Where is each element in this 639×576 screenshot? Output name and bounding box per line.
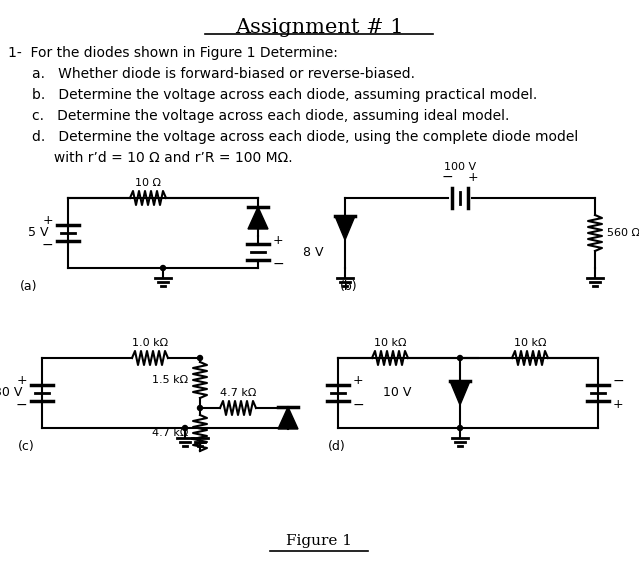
Text: −: − [441, 170, 453, 184]
Circle shape [197, 406, 203, 411]
Polygon shape [450, 381, 470, 405]
Text: 1.5 kΩ: 1.5 kΩ [152, 375, 188, 385]
Text: d.   Determine the voltage across each diode, using the complete diode model: d. Determine the voltage across each dio… [32, 130, 578, 144]
Text: −: − [613, 374, 625, 388]
Text: 1-  For the diodes shown in Figure 1 Determine:: 1- For the diodes shown in Figure 1 Dete… [8, 46, 338, 60]
Text: −: − [15, 398, 27, 412]
Text: 10 Ω: 10 Ω [135, 178, 161, 188]
Circle shape [160, 266, 166, 271]
Text: +: + [17, 374, 27, 388]
Text: b.   Determine the voltage across each diode, assuming practical model.: b. Determine the voltage across each dio… [32, 88, 537, 102]
Circle shape [458, 426, 463, 430]
Text: (a): (a) [20, 280, 38, 293]
Text: +: + [468, 171, 479, 184]
Text: a.   Whether diode is forward-biased or reverse-biased.: a. Whether diode is forward-biased or re… [32, 67, 415, 81]
Text: −: − [273, 257, 284, 271]
Text: 4.7 kΩ: 4.7 kΩ [220, 388, 256, 398]
Text: 100 V: 100 V [444, 162, 476, 172]
Text: +: + [613, 399, 624, 411]
Text: 4.7 kΩ: 4.7 kΩ [151, 428, 188, 438]
Polygon shape [335, 216, 355, 240]
Text: 8 V: 8 V [303, 245, 323, 259]
Text: −: − [353, 398, 365, 412]
Text: (d): (d) [328, 440, 346, 453]
Text: 560 Ω: 560 Ω [607, 228, 639, 238]
Text: −: − [42, 238, 53, 252]
Text: 5 V: 5 V [27, 226, 48, 240]
Text: 30 V: 30 V [0, 386, 22, 400]
Text: (c): (c) [18, 440, 35, 453]
Circle shape [183, 426, 187, 430]
Text: 10 kΩ: 10 kΩ [514, 338, 546, 348]
Text: +: + [353, 374, 364, 388]
Circle shape [458, 355, 463, 361]
Text: Figure 1: Figure 1 [286, 534, 352, 548]
Text: 1.0 kΩ: 1.0 kΩ [132, 338, 168, 348]
Polygon shape [278, 407, 298, 429]
Text: (b): (b) [340, 280, 358, 293]
Polygon shape [248, 207, 268, 229]
Circle shape [197, 355, 203, 361]
Text: Assignment # 1: Assignment # 1 [235, 18, 403, 37]
Text: c.   Determine the voltage across each diode, assuming ideal model.: c. Determine the voltage across each dio… [32, 109, 509, 123]
Text: with rʼd = 10 Ω and rʼR = 100 MΩ.: with rʼd = 10 Ω and rʼR = 100 MΩ. [32, 151, 293, 165]
Text: +: + [42, 214, 53, 228]
Text: 10 V: 10 V [383, 386, 412, 400]
Text: +: + [273, 233, 284, 247]
Text: 10 kΩ: 10 kΩ [374, 338, 406, 348]
